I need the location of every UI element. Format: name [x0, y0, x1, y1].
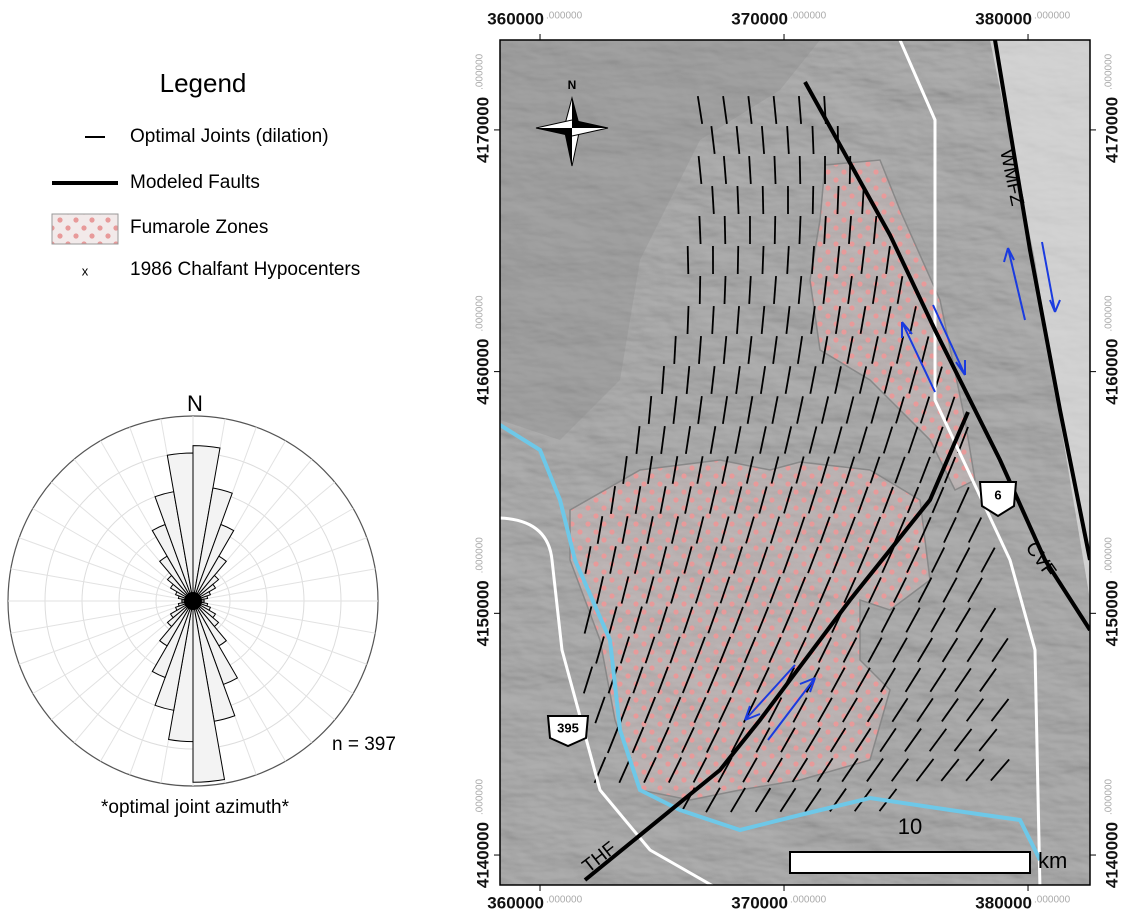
tick-suffix: .000000	[1104, 295, 1115, 332]
x-tick-label: 370000	[731, 9, 788, 28]
joint	[775, 216, 776, 244]
tick-suffix: .000000	[1034, 895, 1071, 906]
x-tick-label: 360000	[487, 9, 544, 28]
joint	[725, 216, 726, 244]
y-tick-label: 4150000	[1102, 580, 1121, 646]
legend-title: Legend	[160, 68, 247, 98]
legend-hypocenter-symbol: x	[82, 263, 89, 278]
tick-suffix: .000000	[475, 778, 486, 815]
tick-suffix: .000000	[1104, 778, 1115, 815]
joint	[724, 276, 725, 304]
joint	[687, 306, 688, 334]
tick-suffix: .000000	[546, 895, 583, 906]
figure: Legend Optimal Joints (dilation) Modeled…	[0, 0, 1126, 919]
joint	[813, 186, 814, 214]
tick-suffix: .000000	[546, 11, 583, 22]
tick-suffix: .000000	[1104, 537, 1115, 574]
tick-suffix: .000000	[475, 537, 486, 574]
y-tick-label: 4140000	[1102, 822, 1121, 888]
x-tick-label: 380000	[975, 893, 1032, 912]
scale-bar	[790, 852, 1030, 873]
rose-center	[184, 592, 202, 610]
y-tick-label: 4170000	[1102, 97, 1121, 163]
joint	[774, 156, 775, 184]
legend-item: Optimal Joints (dilation)	[130, 126, 329, 147]
rose-diagram	[8, 416, 378, 786]
rose-count-label: n = 397	[332, 734, 396, 755]
x-tick-label: 380000	[975, 9, 1032, 28]
y-tick-label: 4170000	[473, 97, 492, 163]
joint	[837, 186, 838, 214]
highway-label: 6	[994, 487, 1001, 502]
joint	[762, 246, 763, 274]
y-tick-label: 4160000	[1102, 339, 1121, 405]
joint	[737, 186, 738, 214]
x-tick-label: 370000	[731, 893, 788, 912]
legend-item: 1986 Chalfant Hypocenters	[130, 259, 360, 280]
tick-suffix: .000000	[1104, 53, 1115, 90]
legend-item: Fumarole Zones	[130, 217, 268, 238]
joint	[688, 246, 689, 274]
legend-item: Modeled Faults	[130, 172, 260, 193]
joint	[699, 216, 700, 244]
map-body: 6 395 WMFZ CVF THF 10 km N	[500, 40, 1090, 890]
y-tick-label: 4160000	[473, 339, 492, 405]
joint	[763, 186, 764, 214]
joint	[799, 216, 800, 244]
joint	[800, 156, 801, 184]
rose-caption: *optimal joint azimuth*	[101, 797, 290, 818]
tick-suffix: .000000	[475, 53, 486, 90]
compass-label: N	[568, 78, 577, 92]
y-tick-label: 4150000	[473, 580, 492, 646]
tick-suffix: .000000	[790, 11, 827, 22]
tick-suffix: .000000	[475, 295, 486, 332]
rose-north-label: N	[187, 391, 203, 416]
tick-suffix: .000000	[790, 895, 827, 906]
scale-label: km	[1038, 848, 1067, 873]
tick-suffix: .000000	[1034, 11, 1071, 22]
x-tick-label: 360000	[487, 893, 544, 912]
legend-fumarole-symbol	[52, 214, 118, 244]
page: { "legend": { "title": "Legend", "items"…	[0, 0, 1126, 919]
joint	[812, 126, 813, 154]
y-tick-label: 4140000	[473, 822, 492, 888]
highway-label: 395	[557, 720, 579, 735]
river-label: 10	[898, 814, 922, 839]
